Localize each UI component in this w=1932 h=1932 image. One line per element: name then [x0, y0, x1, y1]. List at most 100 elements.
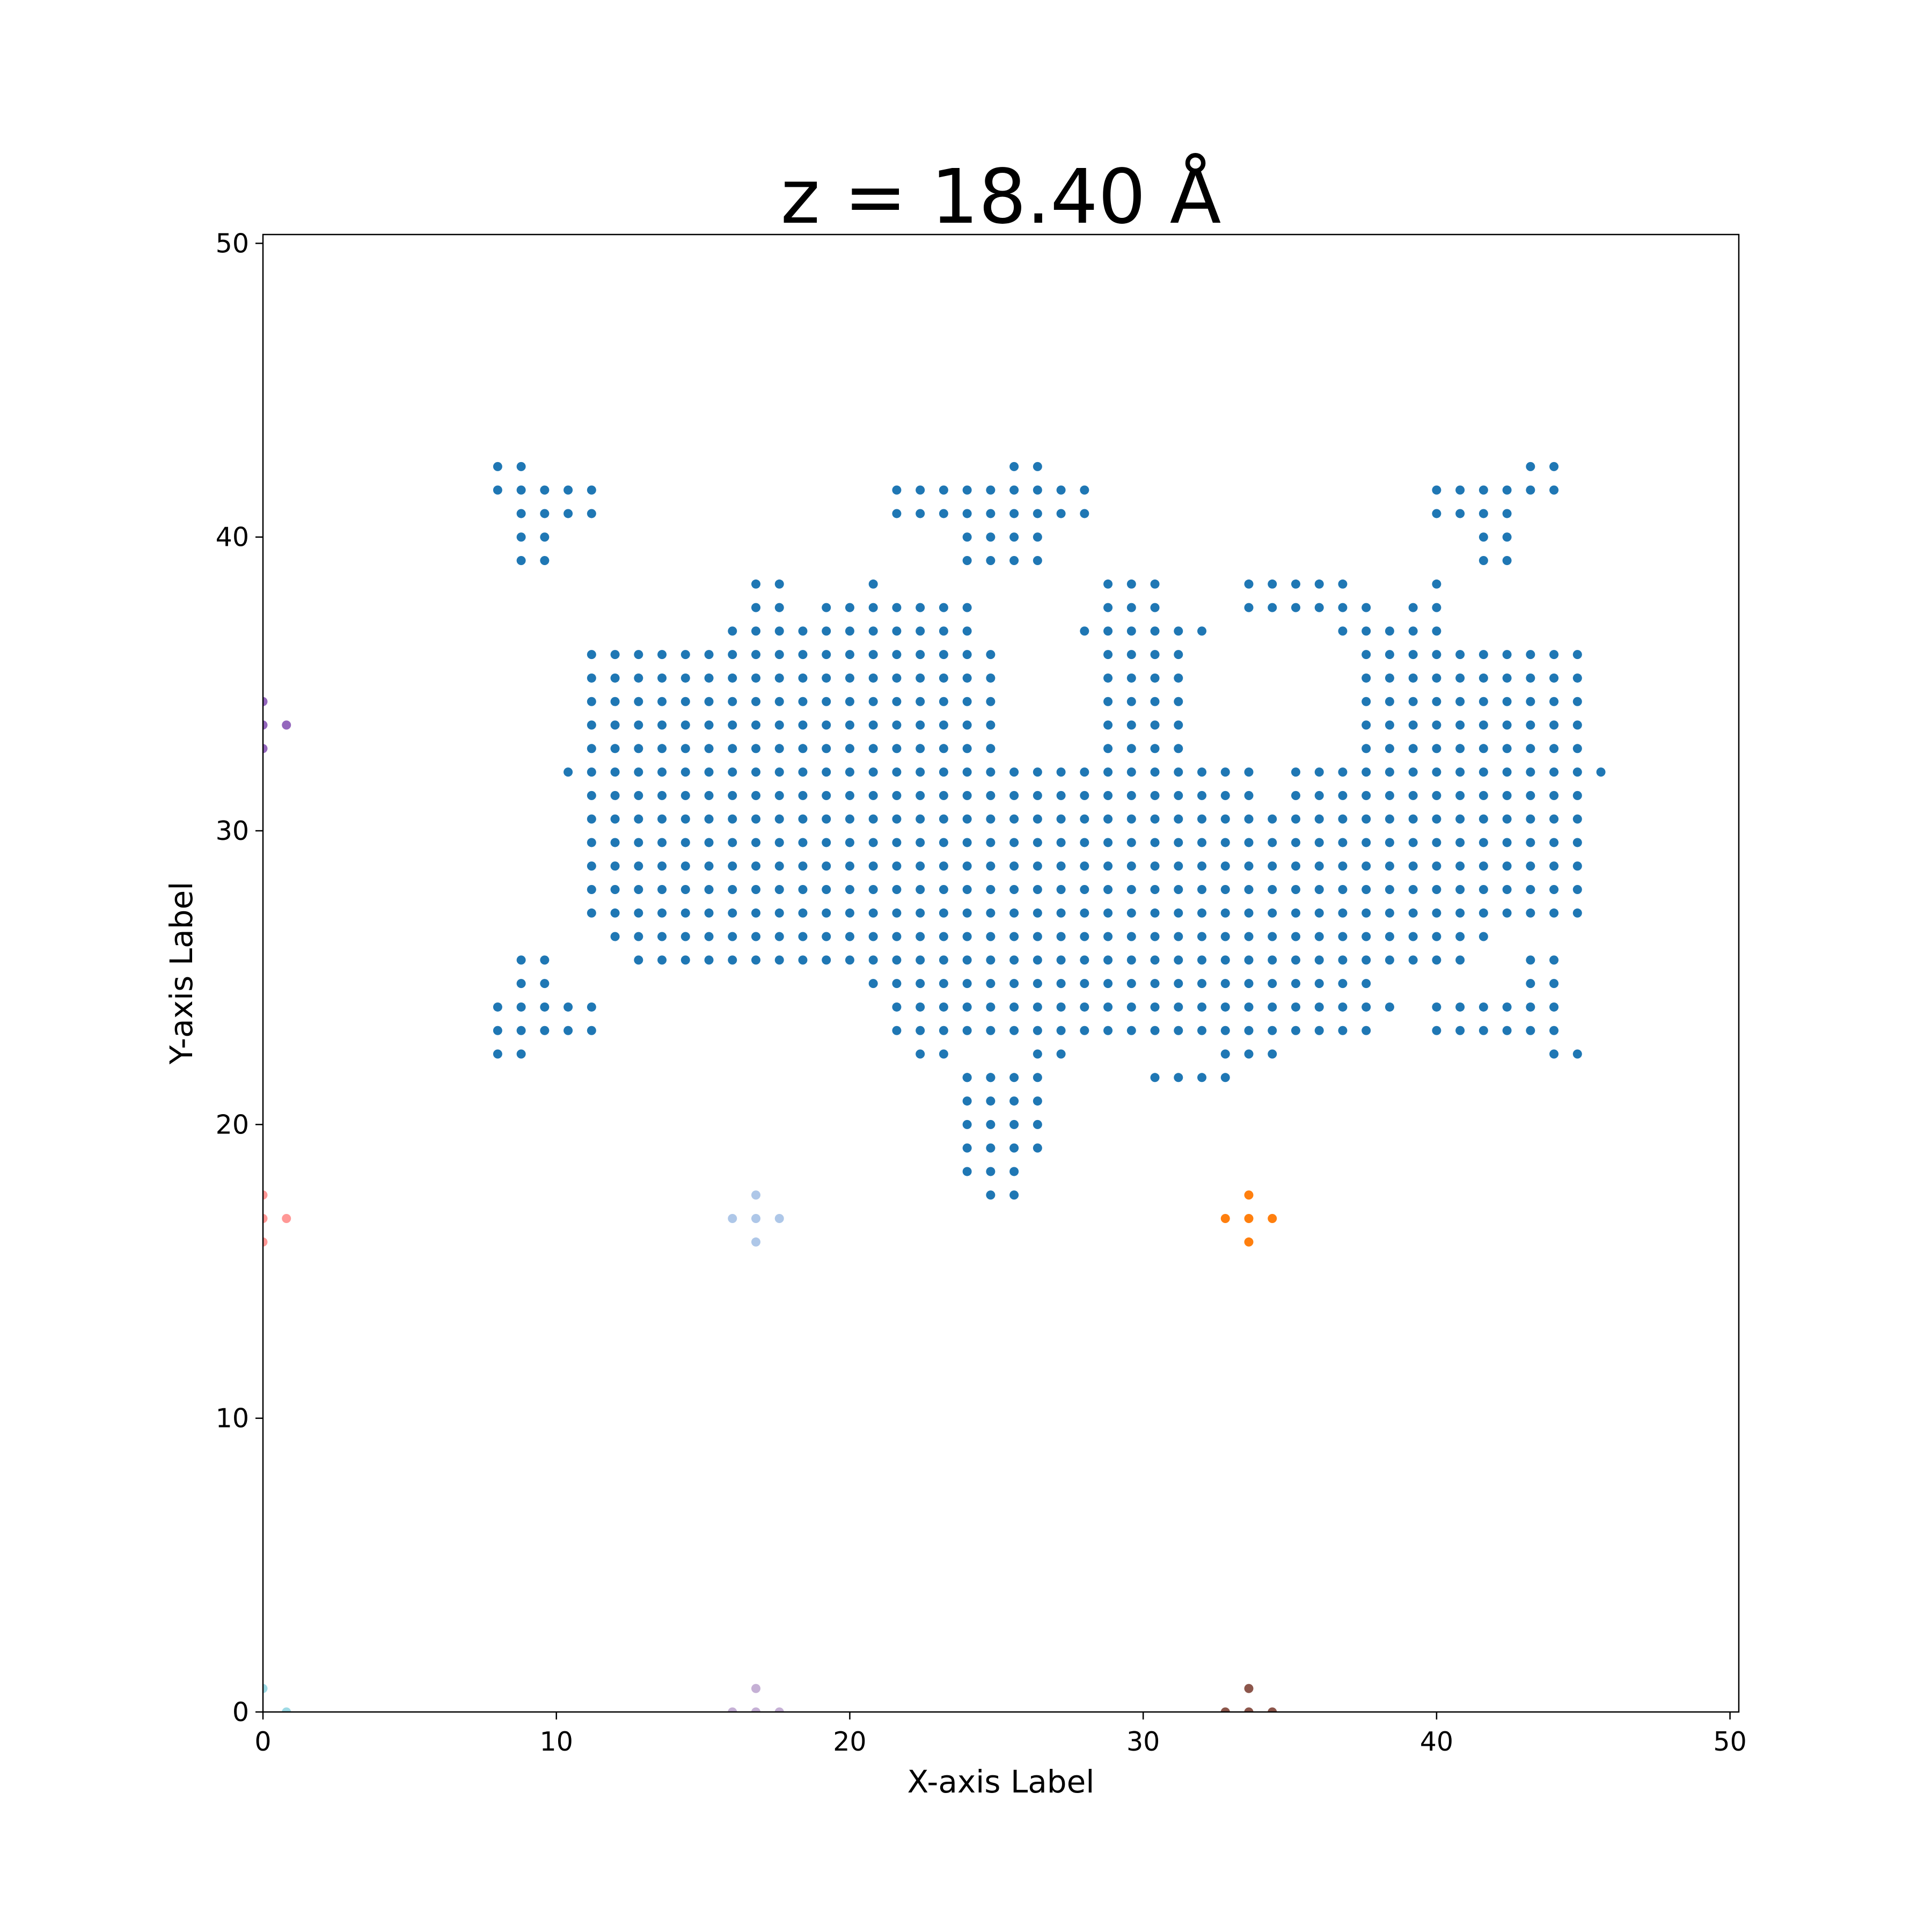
data-point	[1244, 908, 1254, 918]
data-point	[1174, 1073, 1183, 1082]
data-point	[680, 955, 690, 965]
data-point	[1244, 767, 1254, 777]
data-point	[1291, 838, 1300, 847]
data-point	[1174, 1026, 1183, 1035]
data-point	[822, 791, 831, 800]
data-point	[774, 650, 784, 660]
data-point	[1009, 1143, 1019, 1153]
data-point	[1033, 814, 1042, 824]
data-point	[1385, 908, 1394, 918]
data-point	[1479, 673, 1488, 683]
data-point	[610, 838, 620, 847]
data-point	[1150, 579, 1160, 589]
data-point	[1033, 908, 1042, 918]
data-point	[728, 767, 737, 777]
data-point	[962, 908, 972, 918]
data-point	[1033, 861, 1042, 871]
data-point	[939, 673, 948, 683]
data-point	[1572, 885, 1582, 895]
data-point	[634, 720, 643, 730]
data-point	[1174, 791, 1183, 800]
data-point	[1479, 814, 1488, 824]
data-point	[1455, 861, 1465, 871]
data-point	[1314, 1026, 1324, 1035]
data-point	[822, 908, 831, 918]
data-point	[657, 767, 667, 777]
data-point	[1338, 791, 1348, 800]
data-point	[1549, 673, 1559, 683]
data-point	[845, 767, 854, 777]
data-point	[1338, 955, 1348, 965]
data-point	[1150, 1002, 1160, 1012]
data-point	[845, 697, 854, 706]
data-point	[1150, 603, 1160, 612]
data-point	[1432, 955, 1441, 965]
data-point	[798, 744, 808, 753]
data-point	[680, 744, 690, 753]
data-point	[1314, 885, 1324, 895]
data-point	[657, 885, 667, 895]
data-point	[939, 626, 948, 636]
data-point	[1526, 1002, 1535, 1012]
data-point	[1009, 932, 1019, 941]
data-point	[1291, 979, 1300, 989]
data-point	[1479, 650, 1488, 660]
data-point	[1314, 908, 1324, 918]
data-point	[1408, 814, 1418, 824]
data-point	[1103, 1026, 1113, 1035]
data-point	[680, 814, 690, 824]
data-point	[1549, 955, 1559, 965]
data-point	[1197, 908, 1207, 918]
x-axis-label: X-axis Label	[908, 1763, 1095, 1800]
data-point	[751, 838, 760, 847]
data-point	[962, 1002, 972, 1012]
data-point	[1244, 955, 1254, 965]
data-point	[657, 861, 667, 871]
data-point	[1502, 697, 1512, 706]
data-point	[1362, 814, 1371, 824]
data-point	[516, 955, 526, 965]
data-point	[1572, 767, 1582, 777]
data-point	[986, 955, 996, 965]
data-point	[1314, 603, 1324, 612]
data-point	[774, 673, 784, 683]
data-point	[1056, 838, 1066, 847]
data-point	[1220, 1214, 1230, 1224]
data-point	[1479, 838, 1488, 847]
data-point	[774, 791, 784, 800]
data-point	[916, 885, 925, 895]
data-point	[868, 673, 878, 683]
data-point	[1526, 979, 1535, 989]
data-point	[540, 1002, 550, 1012]
data-point	[1220, 932, 1230, 941]
data-point	[1314, 791, 1324, 800]
data-point	[1338, 932, 1348, 941]
data-point	[845, 603, 854, 612]
data-point	[774, 720, 784, 730]
data-point	[1126, 626, 1136, 636]
data-point	[1103, 720, 1113, 730]
y-tick-label: 0	[232, 1697, 249, 1728]
data-point	[1126, 603, 1136, 612]
data-point	[962, 1026, 972, 1035]
data-point	[1362, 603, 1371, 612]
data-point	[634, 650, 643, 660]
data-point	[1174, 885, 1183, 895]
data-point	[1455, 744, 1465, 753]
data-point	[1385, 720, 1394, 730]
data-point	[610, 673, 620, 683]
data-point	[1526, 955, 1535, 965]
data-point	[774, 838, 784, 847]
data-point	[822, 932, 831, 941]
data-point	[962, 509, 972, 518]
data-point	[634, 861, 643, 871]
data-point	[1268, 908, 1277, 918]
data-point	[1526, 861, 1535, 871]
data-point	[1080, 885, 1089, 895]
data-point	[916, 908, 925, 918]
data-point	[939, 1049, 948, 1059]
data-point	[892, 1026, 902, 1035]
data-point	[728, 814, 737, 824]
data-point	[1220, 1049, 1230, 1059]
data-point	[728, 744, 737, 753]
